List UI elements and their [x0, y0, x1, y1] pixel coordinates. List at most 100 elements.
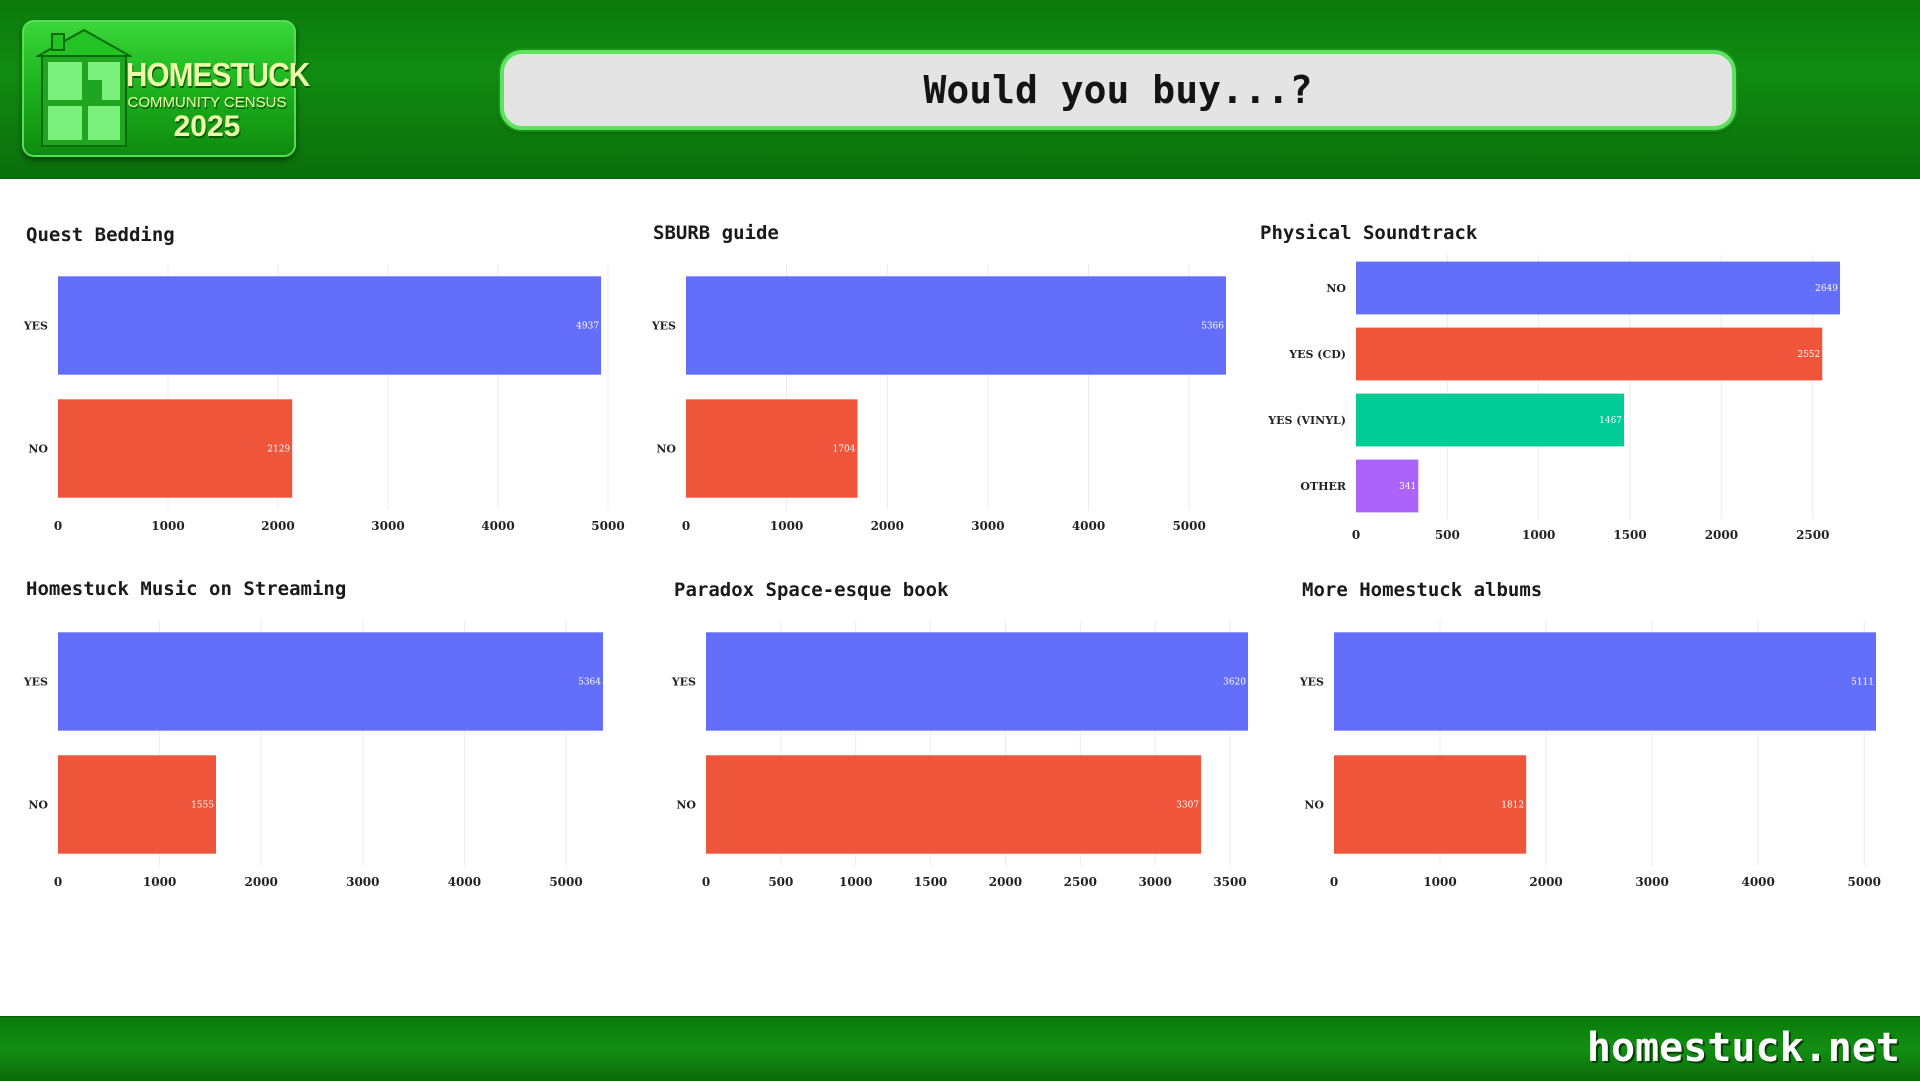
category-label: YES	[651, 320, 676, 333]
chart-physical-soundtrack: Physical Soundtrack 0 500 1000 1500 2000 2500…	[1244, 210, 1904, 570]
chart-more-homestuck-albums: More Homestuck albums 0 1000 2000 3000 4000 5…	[1276, 566, 1916, 926]
category-label: YES	[671, 676, 696, 689]
bar	[686, 276, 1226, 375]
bar	[1356, 327, 1823, 381]
category-label: NO	[1304, 799, 1324, 812]
chart-paradox-space-book: Paradox Space-esque book 0 500 1000 1500 200…	[648, 566, 1288, 926]
header-bar: HOMESTUCK COMMUNITY CENSUS 2025 Would yo…	[0, 0, 1920, 179]
bar	[686, 399, 858, 498]
data-label: 2129	[267, 445, 290, 455]
x-tick-label: 1500	[914, 875, 947, 889]
x-tick-label: 3000	[971, 519, 1004, 533]
chart-homestuck-music-streaming: Homestuck Music on Streaming 0 1000 2000 30…	[0, 566, 640, 926]
data-label: 1467	[1599, 416, 1622, 426]
category-label: NO	[1326, 282, 1346, 295]
category-label: OTHER	[1300, 480, 1347, 493]
bar	[706, 755, 1202, 854]
x-tick-label: 2000	[1529, 875, 1562, 889]
logo-subtitle: COMMUNITY CENSUS	[127, 94, 287, 111]
data-label: 1704	[833, 445, 856, 455]
x-tick-label: 0	[54, 519, 62, 533]
data-label: 341	[1399, 482, 1416, 492]
bar	[1334, 632, 1876, 731]
chart-title: More Homestuck albums	[1302, 579, 1543, 601]
chart-quest-bedding: Quest Bedding 0 1000 2000 3000 4000 5000 YES 49…	[0, 210, 640, 570]
bar	[58, 632, 603, 731]
data-label: 5366	[1201, 322, 1224, 332]
bar-chart-svg: 0 1000 2000 3000 4000 5000 YES 5364 NO 1555	[23, 620, 603, 889]
category-label: YES (CD)	[1288, 348, 1346, 361]
bar-chart-svg: 0 1000 2000 3000 4000 5000 YES 4937 NO 2129	[23, 264, 625, 533]
x-tick-label: 0	[702, 875, 710, 889]
chart-title: Paradox Space-esque book	[674, 579, 949, 601]
x-tick-label: 5000	[549, 875, 582, 889]
x-tick-label: 4000	[1741, 875, 1774, 889]
homestuck-census-logo: HOMESTUCK COMMUNITY CENSUS 2025	[22, 20, 310, 157]
category-label: NO	[28, 443, 48, 456]
x-tick-label: 2000	[989, 875, 1022, 889]
bar-chart-svg: 0 500 1000 1500 2000 2500 3000 3500 YES 3620 NO 330…	[671, 620, 1248, 889]
house-logo-icon	[36, 28, 132, 147]
x-tick-label: 4000	[448, 875, 481, 889]
x-tick-label: 5000	[1172, 519, 1205, 533]
category-label: NO	[28, 799, 48, 812]
footer-bar: homestuck.net	[0, 1016, 1920, 1081]
data-label: 3307	[1176, 801, 1199, 811]
data-label: 2552	[1797, 350, 1820, 360]
chart-sburb-guide: SBURB guide 0 1000 2000 3000 4000 5000 YES 5366…	[628, 210, 1268, 570]
x-tick-label: 0	[1330, 875, 1338, 889]
x-tick-label: 2000	[871, 519, 904, 533]
bar	[58, 399, 293, 498]
category-label: NO	[656, 443, 676, 456]
x-tick-label: 0	[682, 519, 690, 533]
page-title: Would you buy...?	[923, 68, 1313, 112]
x-tick-label: 4000	[1072, 519, 1105, 533]
data-label: 4937	[576, 322, 599, 332]
x-tick-label: 5000	[1848, 875, 1881, 889]
site-url[interactable]: homestuck.net	[1586, 1025, 1900, 1071]
x-tick-label: 500	[768, 875, 793, 889]
x-tick-label: 0	[54, 875, 62, 889]
data-label: 1555	[191, 801, 214, 811]
category-label: YES	[1299, 676, 1324, 689]
page-title-banner: Would you buy...?	[500, 50, 1736, 130]
bar	[1334, 755, 1527, 854]
x-tick-label: 3000	[1138, 875, 1171, 889]
logo-year: 2025	[173, 110, 241, 143]
x-tick-label: 500	[1435, 528, 1460, 542]
x-tick-label: 2500	[1796, 528, 1829, 542]
category-label: YES	[23, 320, 48, 333]
bar	[706, 632, 1248, 731]
x-tick-label: 1000	[143, 875, 176, 889]
bar	[1356, 261, 1840, 315]
x-tick-label: 3000	[371, 519, 404, 533]
bar	[1356, 459, 1419, 513]
x-tick-label: 4000	[481, 519, 514, 533]
chart-title: SBURB guide	[653, 222, 779, 244]
x-tick-label: 1000	[151, 519, 184, 533]
x-tick-label: 1000	[1522, 528, 1555, 542]
bar	[58, 276, 602, 375]
data-label: 5111	[1851, 678, 1874, 688]
x-tick-label: 1000	[1423, 875, 1456, 889]
bar-chart-svg: 0 1000 2000 3000 4000 5000 YES 5111 NO 1812	[1299, 620, 1881, 889]
chart-title: Homestuck Music on Streaming	[26, 578, 347, 600]
x-tick-label: 2000	[261, 519, 294, 533]
x-tick-label: 0	[1352, 528, 1360, 542]
bar	[1356, 393, 1625, 447]
data-label: 5364	[578, 678, 601, 688]
category-label: YES (VINYL)	[1267, 414, 1346, 427]
x-tick-label: 1000	[770, 519, 803, 533]
x-tick-label: 3500	[1213, 875, 1246, 889]
x-tick-label: 5000	[591, 519, 624, 533]
logo-title: HOMESTUCK	[126, 56, 310, 93]
category-label: NO	[676, 799, 696, 812]
category-label: YES	[23, 676, 48, 689]
x-tick-label: 3000	[1635, 875, 1668, 889]
bar-chart-svg: 0 500 1000 1500 2000 2500 NO 2649 YES (CD) 2552 YE…	[1267, 255, 1840, 542]
chart-title: Quest Bedding	[26, 224, 175, 246]
x-tick-label: 2000	[1705, 528, 1738, 542]
x-tick-label: 3000	[346, 875, 379, 889]
x-tick-label: 1000	[839, 875, 872, 889]
data-label: 2649	[1815, 284, 1838, 294]
